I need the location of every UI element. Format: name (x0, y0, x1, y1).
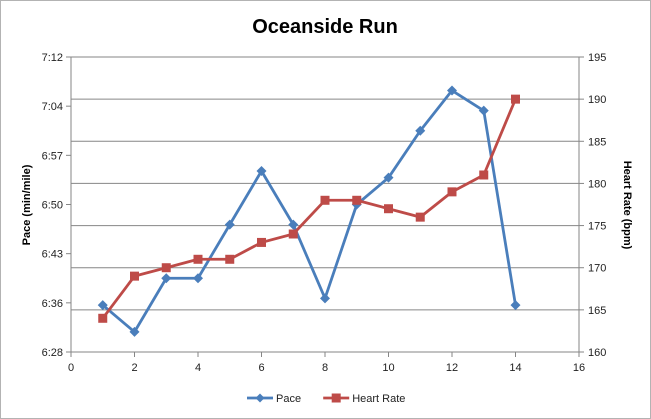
pace-point (510, 300, 521, 311)
y-tick-label: 6:28 (42, 347, 63, 359)
y2-axis-label: Heart Rate (bpm) (621, 161, 633, 250)
x-tick-label: 8 (322, 362, 328, 374)
pace-point (288, 219, 299, 230)
heart-rate-legend-marker (331, 393, 341, 403)
x-tick-label: 0 (68, 362, 74, 374)
y2-tick-label: 190 (588, 94, 606, 106)
x-tick-label: 6 (258, 362, 264, 374)
x-tick-label: 12 (446, 362, 458, 374)
y2-tick-label: 165 (588, 305, 606, 317)
y-axis-ticks: 6:28 6:36 6:43 6:50 6:57 7:04 7:12 (42, 52, 71, 359)
heart-rate-point (257, 237, 266, 247)
y2-tick-label: 185 (588, 136, 606, 148)
heart-rate-legend-label: Heart Rate (352, 393, 405, 405)
pace-point (320, 293, 330, 304)
y-tick-label: 6:57 (42, 150, 63, 162)
y-tick-label: 6:43 (42, 249, 63, 261)
heart-rate-point (98, 313, 108, 323)
pace-legend-label: Pace (276, 393, 301, 405)
heart-rate-point (225, 254, 235, 264)
heart-rate-line (101, 98, 517, 320)
heart-rate-point (130, 271, 139, 281)
y2-tick-label: 170 (588, 263, 606, 275)
pace-point (161, 273, 172, 284)
pace-point (383, 172, 394, 183)
pace-point (256, 165, 267, 176)
pace-point (193, 273, 203, 284)
x-tick-label: 10 (382, 362, 394, 374)
heart-rate-point (479, 170, 489, 180)
heart-rate-point (352, 195, 362, 205)
x-tick-label: 2 (131, 362, 137, 374)
heart-rate-point (320, 195, 330, 205)
x-tick-label: 4 (195, 362, 201, 374)
heart-rate-point (511, 94, 520, 104)
y2-axis-ticks: 160 165 170 175 180 185 190 195 (579, 52, 606, 359)
pace-point (224, 219, 235, 230)
chart-title: Oceanside Run (252, 16, 398, 38)
heart-rate-point (415, 212, 425, 222)
y2-tick-label: 180 (588, 178, 606, 190)
pace-point (97, 300, 108, 311)
y-tick-label: 6:36 (42, 298, 63, 310)
y2-tick-label: 160 (588, 347, 606, 359)
heart-rate-point (288, 229, 298, 239)
pace-point (478, 105, 489, 116)
heart-rate-point (193, 254, 203, 264)
y-tick-label: 7:04 (42, 101, 63, 113)
series-markers (97, 85, 521, 337)
x-axis-ticks: 0 2 4 6 8 10 12 14 16 (68, 352, 585, 374)
x-tick-label: 16 (573, 362, 585, 374)
heart-rate-point (447, 187, 457, 197)
pace-legend-marker (255, 393, 265, 403)
pace-point (447, 85, 457, 96)
pace-line (101, 89, 517, 334)
y-axis-label: Pace (min/mile) (21, 164, 33, 245)
y-tick-label: 7:12 (42, 52, 63, 64)
heart-rate-point (161, 263, 171, 273)
y2-tick-label: 195 (588, 52, 606, 64)
y-tick-label: 6:50 (42, 200, 63, 212)
pace-point (129, 326, 140, 337)
heart-rate-point (384, 204, 393, 214)
legend: Pace Heart Rate (247, 393, 405, 405)
pace-point (415, 125, 426, 136)
x-tick-label: 14 (509, 362, 521, 374)
series-lines (101, 89, 517, 334)
y2-tick-label: 175 (588, 221, 606, 233)
